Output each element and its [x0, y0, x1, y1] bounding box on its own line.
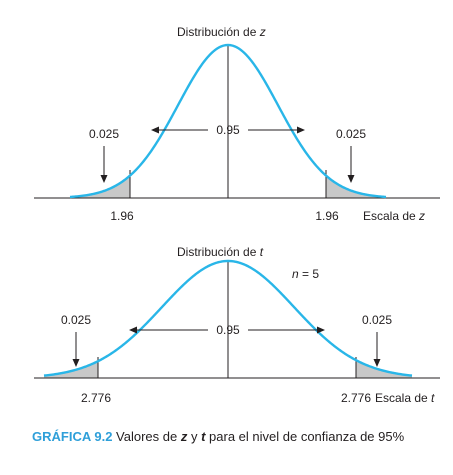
t-scale-label: Escala de t — [375, 391, 435, 405]
t-sample-size-label: n = 5 — [292, 267, 319, 281]
z-distribution-panel: Distribución de z 0.95 0.025 0.025 1.96 … — [34, 25, 440, 223]
caption-var-t: t — [201, 429, 206, 444]
z-distribution-title: Distribución de z — [177, 25, 266, 39]
caption-text-2: y — [187, 429, 202, 444]
t-left-critical-value: 2.776 — [81, 391, 111, 405]
t-distribution-panel: Distribución de t n = 5 0.95 0.025 0.025… — [34, 245, 440, 405]
z-right-critical-value: 1.96 — [315, 209, 339, 223]
caption-label: GRÁFICA 9.2 — [32, 429, 113, 444]
z-scale-label: Escala de z — [363, 209, 425, 223]
z-left-tail-probability: 0.025 — [89, 127, 119, 141]
z-center-probability: 0.95 — [216, 123, 240, 137]
t-distribution-title: Distribución de t — [177, 245, 264, 259]
t-student-curve — [43, 259, 413, 377]
caption-text-1: Valores de — [112, 429, 181, 444]
caption-var-z: z — [180, 429, 188, 444]
z-normal-curve — [69, 43, 387, 199]
t-right-critical-value: 2.776 — [341, 391, 371, 405]
t-right-tail-probability: 0.025 — [362, 313, 392, 327]
figure-caption: GRÁFICA 9.2 Valores de z y t para el niv… — [32, 428, 432, 446]
t-left-tail-probability: 0.025 — [61, 313, 91, 327]
caption-text-3: para el nivel de confianza de 95% — [205, 429, 405, 444]
z-left-critical-value: 1.96 — [110, 209, 134, 223]
t-left-tail-area — [44, 361, 98, 378]
z-right-tail-probability: 0.025 — [336, 127, 366, 141]
z-left-tail-area — [70, 175, 130, 198]
t-right-tail-area — [356, 360, 412, 378]
z-right-tail-area — [326, 175, 386, 198]
t-center-probability: 0.95 — [216, 323, 240, 337]
confidence-diagram: Distribución de z 0.95 0.025 0.025 1.96 … — [34, 25, 440, 405]
